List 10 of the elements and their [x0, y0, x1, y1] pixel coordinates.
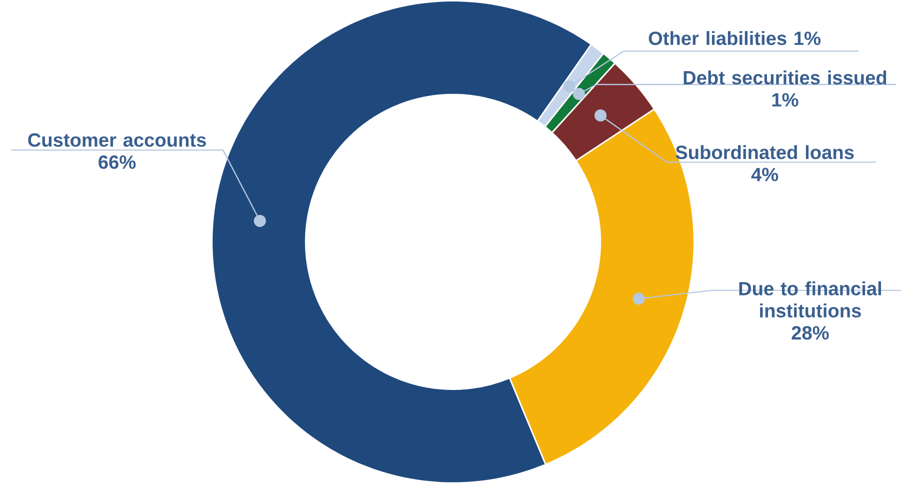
slice-label: Subordinated loans [676, 145, 854, 160]
data-label: 1% [794, 32, 821, 46]
slice-label: Other liabilities [648, 31, 786, 46]
data-label: 4% [751, 168, 778, 182]
data-label: 1% [772, 93, 798, 107]
slice-label: Customer accounts [28, 133, 206, 147]
slice-label: Debt securities issued [684, 70, 886, 85]
slice-label: Due to financial institutions [739, 281, 881, 318]
data-label: 66% [98, 155, 136, 170]
data-label: 28% [792, 326, 829, 340]
